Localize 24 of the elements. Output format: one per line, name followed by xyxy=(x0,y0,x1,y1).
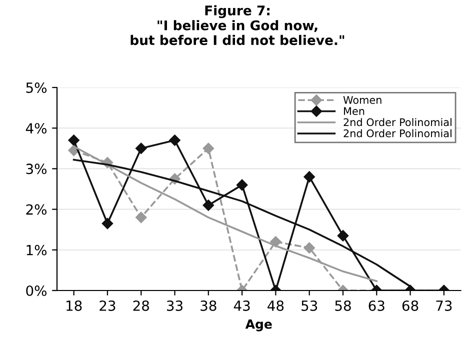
x-tick-label: 18 xyxy=(66,300,82,311)
y-tick-label: 3% xyxy=(26,164,47,174)
x-tick-label: 73 xyxy=(436,300,452,311)
x-tick-label: 63 xyxy=(368,300,384,311)
legend-label: 2nd Order Polinomial xyxy=(344,118,452,126)
x-tick-label: 58 xyxy=(335,300,351,311)
x-tick-label: 53 xyxy=(302,300,318,311)
chart-title: Figure 7: "I believe in God now, but before I did not believe." xyxy=(130,5,344,46)
y-tick-label: 4% xyxy=(26,123,47,134)
y-tick-label: 5% xyxy=(26,82,47,93)
x-tick-label: 23 xyxy=(100,300,116,311)
x-tick-label: 68 xyxy=(402,300,418,311)
x-tick-label: 38 xyxy=(200,300,216,311)
y-tick-label: 2% xyxy=(26,204,47,215)
legend-label: Men xyxy=(344,107,364,116)
legend-label: Women xyxy=(343,96,382,104)
x-axis-title: Age xyxy=(245,320,272,332)
x-tick-label: 28 xyxy=(133,300,149,311)
x-tick-label: 43 xyxy=(234,300,250,311)
x-tick-label: 33 xyxy=(166,300,182,311)
legend-label: 2nd Order Polinomial xyxy=(344,129,452,138)
y-tick-label: 0% xyxy=(26,285,47,296)
x-tick-label: 48 xyxy=(268,300,284,311)
y-tick-label: 1% xyxy=(26,244,47,256)
